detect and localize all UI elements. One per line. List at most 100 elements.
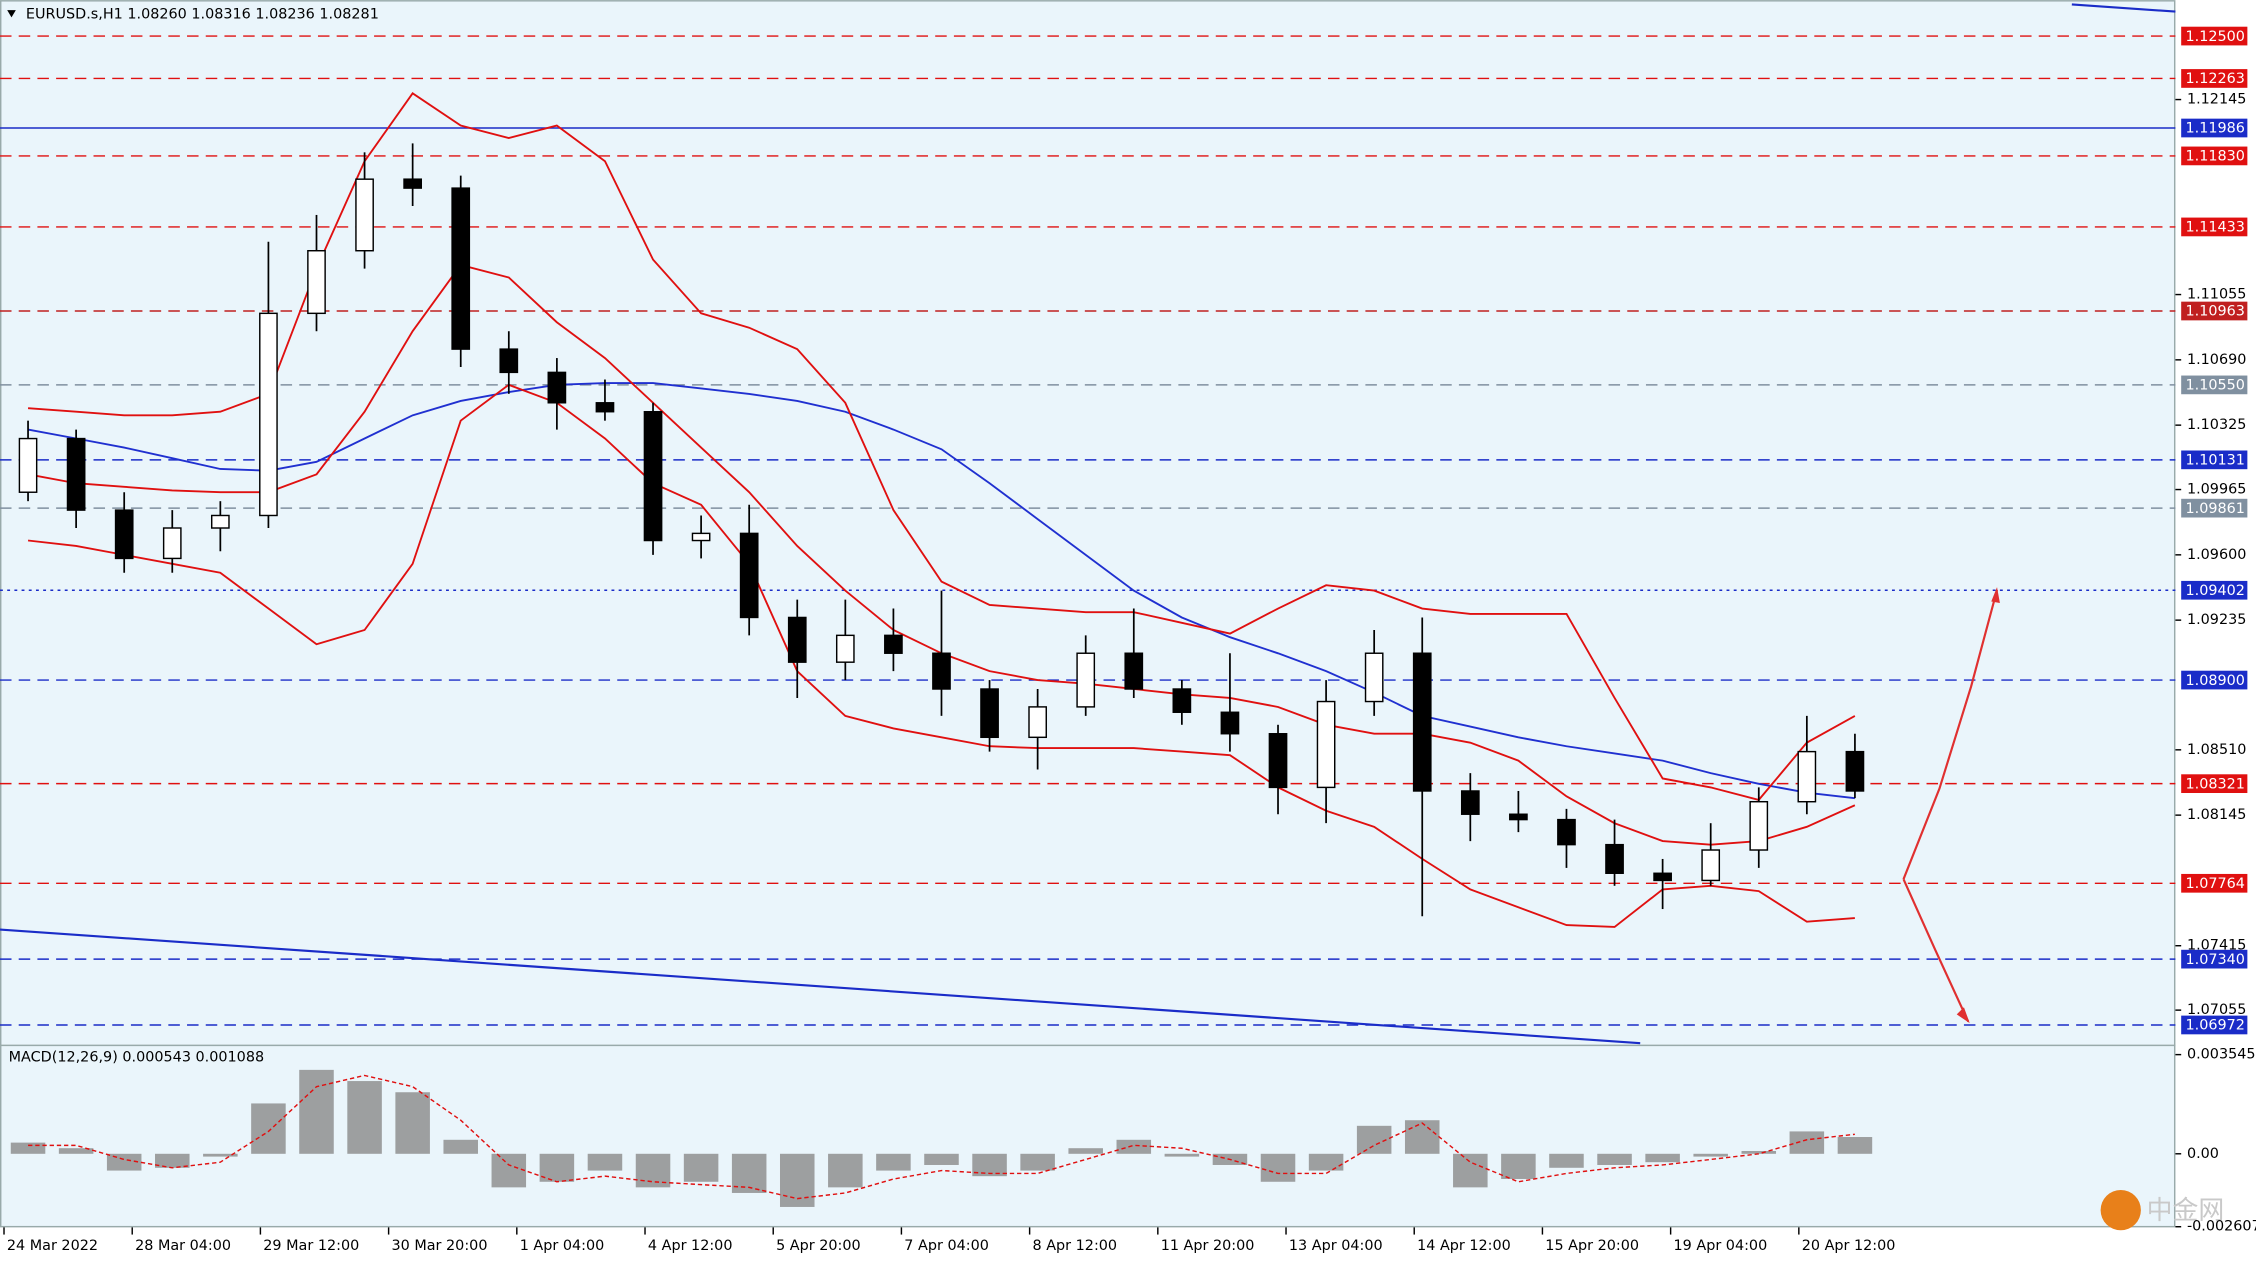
candle-body bbox=[1557, 818, 1576, 846]
candle-body bbox=[1220, 711, 1240, 735]
level-label-box bbox=[2181, 498, 2248, 518]
level-label-box bbox=[2181, 1015, 2248, 1035]
level-label: 1.12500 bbox=[2186, 29, 2245, 45]
macd-bar bbox=[1693, 1153, 1728, 1157]
x-tick-label: 4 Apr 12:00 bbox=[648, 1238, 733, 1254]
macd-bar bbox=[1741, 1150, 1777, 1154]
x-tick-label: 14 Apr 12:00 bbox=[1417, 1238, 1511, 1254]
level-label: 1.11986 bbox=[2186, 121, 2245, 137]
level-label: 1.07340 bbox=[2186, 952, 2245, 968]
macd-bar bbox=[1020, 1153, 1055, 1171]
candle-body bbox=[1509, 813, 1528, 821]
candle-body bbox=[1605, 843, 1624, 874]
y-tick-label: 0.003545 bbox=[2187, 1047, 2256, 1063]
candle-body bbox=[835, 634, 855, 663]
macd-bar bbox=[299, 1069, 334, 1154]
candle-body bbox=[1460, 790, 1480, 815]
macd-bar bbox=[1404, 1120, 1440, 1154]
level-label-box bbox=[2181, 26, 2248, 46]
level-label-box bbox=[2181, 580, 2248, 600]
candle-body bbox=[1172, 688, 1192, 713]
candle-body bbox=[980, 688, 999, 739]
watermark: 中金网 bbox=[2147, 1196, 2225, 1226]
candle-body bbox=[451, 187, 471, 350]
macd-bar bbox=[972, 1153, 1007, 1177]
macd-bar bbox=[1453, 1153, 1488, 1188]
macd-bar bbox=[1308, 1153, 1344, 1171]
candle-body bbox=[18, 437, 38, 493]
y-tick-label: 1.10325 bbox=[2187, 417, 2246, 433]
macd-bar bbox=[1645, 1153, 1680, 1163]
level-label: 1.10131 bbox=[2186, 453, 2245, 469]
candle-body bbox=[932, 652, 951, 690]
x-tick-label: 29 Mar 12:00 bbox=[263, 1238, 359, 1254]
level-label-box bbox=[2181, 774, 2248, 793]
level-label-box bbox=[2181, 670, 2248, 690]
macd-bar bbox=[1068, 1148, 1103, 1154]
macd-bar bbox=[155, 1153, 190, 1168]
level-label-box bbox=[2181, 217, 2248, 237]
x-tick-label: 15 Apr 20:00 bbox=[1545, 1238, 1639, 1254]
x-tick-label: 20 Apr 12:00 bbox=[1802, 1238, 1896, 1254]
x-tick-label: 19 Apr 04:00 bbox=[1674, 1238, 1768, 1254]
x-tick-label: 5 Apr 20:00 bbox=[776, 1238, 861, 1254]
level-label-box bbox=[2181, 375, 2248, 395]
candle-body bbox=[1076, 652, 1096, 708]
level-label: 1.08321 bbox=[2186, 776, 2245, 792]
macd-bar bbox=[10, 1142, 46, 1154]
level-label: 1.10963 bbox=[2186, 304, 2245, 320]
axis-background bbox=[2175, 0, 2256, 1262]
candle-body bbox=[307, 250, 326, 315]
menu-triangle bbox=[7, 10, 16, 18]
candle-body bbox=[787, 616, 807, 663]
candle-body bbox=[114, 509, 134, 560]
macd-bar bbox=[1260, 1153, 1296, 1182]
macd-bar bbox=[1837, 1137, 1873, 1154]
candle-body bbox=[739, 532, 759, 619]
candle-body bbox=[1028, 706, 1047, 739]
macd-bar bbox=[395, 1092, 430, 1154]
level-label: 1.12263 bbox=[2186, 71, 2245, 87]
candle-body bbox=[1845, 750, 1865, 792]
time-axis-background bbox=[0, 1227, 2176, 1262]
candle-body bbox=[1124, 652, 1144, 690]
candle-body bbox=[162, 527, 182, 560]
macd-bar bbox=[58, 1148, 94, 1154]
indicator-line bbox=[27, 383, 1855, 928]
candle-body bbox=[1653, 872, 1672, 882]
x-tick-label: 8 Apr 12:00 bbox=[1033, 1238, 1118, 1254]
x-tick-label: 24 Mar 2022 bbox=[7, 1238, 98, 1254]
plot-background bbox=[0, 0, 2176, 1228]
candle-body bbox=[499, 348, 519, 374]
y-tick-label: 1.07415 bbox=[2187, 938, 2246, 954]
candle-body bbox=[210, 514, 230, 529]
macd-bar bbox=[1549, 1153, 1584, 1168]
level-label-box bbox=[2181, 949, 2248, 969]
candle-body bbox=[884, 634, 903, 654]
level-label-box bbox=[2181, 118, 2248, 138]
projection-arrow bbox=[1902, 878, 1970, 1023]
macd-bar bbox=[491, 1153, 527, 1188]
level-label: 1.07764 bbox=[2186, 876, 2245, 892]
candle-body bbox=[643, 411, 663, 542]
candle-body bbox=[1701, 849, 1721, 882]
macd-bar bbox=[443, 1139, 478, 1154]
candle-body bbox=[355, 178, 374, 252]
macd-bar bbox=[1164, 1153, 1200, 1157]
candle-body bbox=[1316, 700, 1336, 789]
macd-bar bbox=[876, 1153, 911, 1171]
candle-body bbox=[547, 371, 567, 404]
level-label-box bbox=[2181, 301, 2248, 321]
chart-title: EURUSD.s,H1 1.08260 1.08316 1.08236 1.08… bbox=[26, 6, 379, 22]
x-tick-label: 13 Apr 04:00 bbox=[1289, 1238, 1383, 1254]
candle-body bbox=[403, 178, 423, 189]
macd-bar bbox=[1789, 1131, 1825, 1154]
level-label: 1.09402 bbox=[2186, 583, 2245, 599]
y-tick-label: -0.002607 bbox=[2187, 1219, 2256, 1235]
candle-body bbox=[1364, 652, 1384, 703]
macd-bar bbox=[1116, 1139, 1152, 1154]
candle-body bbox=[1797, 750, 1817, 803]
candle-body bbox=[1412, 652, 1432, 792]
macd-bar bbox=[683, 1153, 719, 1182]
